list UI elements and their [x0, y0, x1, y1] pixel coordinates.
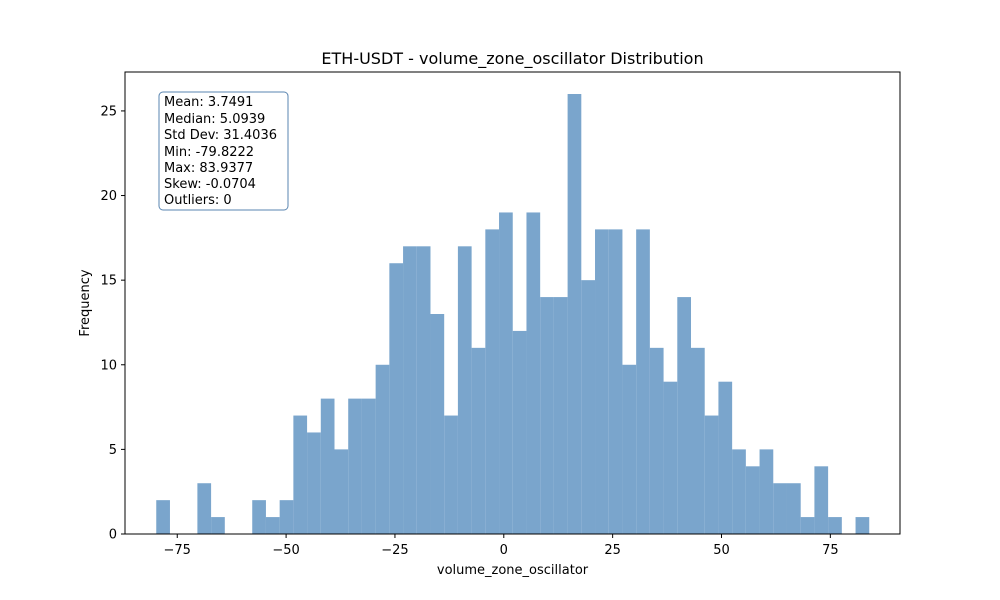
histogram-bar — [718, 381, 733, 534]
y-tick-label: 10 — [100, 358, 117, 373]
histogram-bar — [677, 297, 692, 534]
histogram-bar — [553, 297, 568, 534]
histogram-bar — [581, 280, 596, 534]
y-tick-label: 5 — [109, 443, 117, 458]
stats-min: Min: -79.8222 — [164, 145, 254, 160]
histogram-bar — [800, 517, 815, 534]
histogram-bar — [608, 229, 623, 534]
histogram-bar — [814, 466, 829, 534]
histogram-bar — [211, 517, 225, 534]
histogram-bar — [403, 246, 417, 535]
histogram-bar — [595, 229, 609, 534]
histogram-bar — [320, 398, 335, 534]
histogram-bar — [252, 500, 266, 534]
histogram-bar — [622, 364, 637, 534]
x-tick-label: −25 — [381, 543, 408, 558]
stats-skew: Skew: -0.0704 — [164, 177, 256, 192]
histogram-bar — [156, 500, 170, 534]
histogram-bar — [732, 449, 746, 534]
histogram-bar — [197, 483, 212, 534]
histogram-bar — [293, 415, 308, 534]
x-tick-label: 25 — [604, 543, 621, 558]
histogram-bar — [471, 347, 486, 534]
histogram-bar — [265, 517, 280, 534]
histogram-bar — [540, 297, 554, 534]
histogram-bar — [457, 246, 472, 535]
stats-std-dev: Std Dev: 31.4036 — [164, 128, 277, 143]
y-tick-label: 15 — [100, 274, 117, 289]
y-axis-ticks: 0 5 10 15 20 25 — [100, 104, 125, 543]
histogram-bar — [348, 398, 362, 534]
histogram-bar — [499, 212, 513, 534]
x-tick-label: 0 — [500, 543, 508, 558]
histogram-bar — [567, 94, 582, 534]
histogram-bar — [704, 415, 719, 534]
histogram-bar — [307, 432, 321, 534]
x-axis-ticks: −75 −50 −25 0 25 50 75 — [164, 534, 839, 558]
histogram-bar — [786, 483, 801, 534]
y-tick-label: 0 — [109, 528, 117, 543]
chart-title: ETH-USDT - volume_zone_oscillator Distri… — [321, 49, 703, 69]
histogram-bar — [828, 517, 842, 534]
histogram-bar — [855, 517, 870, 534]
x-tick-label: 75 — [822, 543, 839, 558]
histogram-bar — [430, 314, 445, 534]
histogram-bar — [485, 229, 500, 534]
histogram-bar — [416, 246, 431, 535]
stats-box-frame — [158, 91, 289, 211]
histogram-bar — [773, 483, 787, 534]
y-tick-label: 25 — [100, 104, 117, 119]
histogram-bar — [512, 330, 527, 534]
y-tick-label: 20 — [100, 189, 117, 204]
plot-area-frame — [124, 71, 901, 535]
histogram-bar — [334, 449, 349, 534]
histogram-bar — [526, 212, 541, 534]
histogram-bar — [691, 347, 705, 534]
stats-outliers: Outliers: 0 — [164, 193, 232, 208]
histogram-bar — [361, 398, 376, 534]
histogram-bar — [649, 347, 664, 534]
stats-median: Median: 5.0939 — [164, 112, 265, 127]
stats-mean: Mean: 3.7491 — [164, 95, 253, 110]
histogram-bar — [375, 364, 390, 534]
y-axis-label: Frequency — [78, 269, 93, 336]
histogram-bar — [389, 263, 404, 534]
histogram-bars — [156, 94, 870, 535]
histogram-bar — [279, 500, 294, 534]
histogram-bar — [745, 466, 760, 534]
x-tick-label: −50 — [272, 543, 299, 558]
stats-max: Max: 83.9377 — [164, 161, 253, 176]
histogram-bar — [759, 449, 774, 534]
x-axis-label: volume_zone_oscillator — [437, 563, 589, 578]
histogram-bar — [636, 229, 650, 534]
stats-box: Mean: 3.7491 Median: 5.0939 Std Dev: 31.… — [158, 91, 289, 211]
x-tick-label: −75 — [164, 543, 191, 558]
histogram-bar — [663, 381, 678, 534]
x-tick-label: 50 — [713, 543, 730, 558]
histogram-bar — [444, 415, 458, 534]
